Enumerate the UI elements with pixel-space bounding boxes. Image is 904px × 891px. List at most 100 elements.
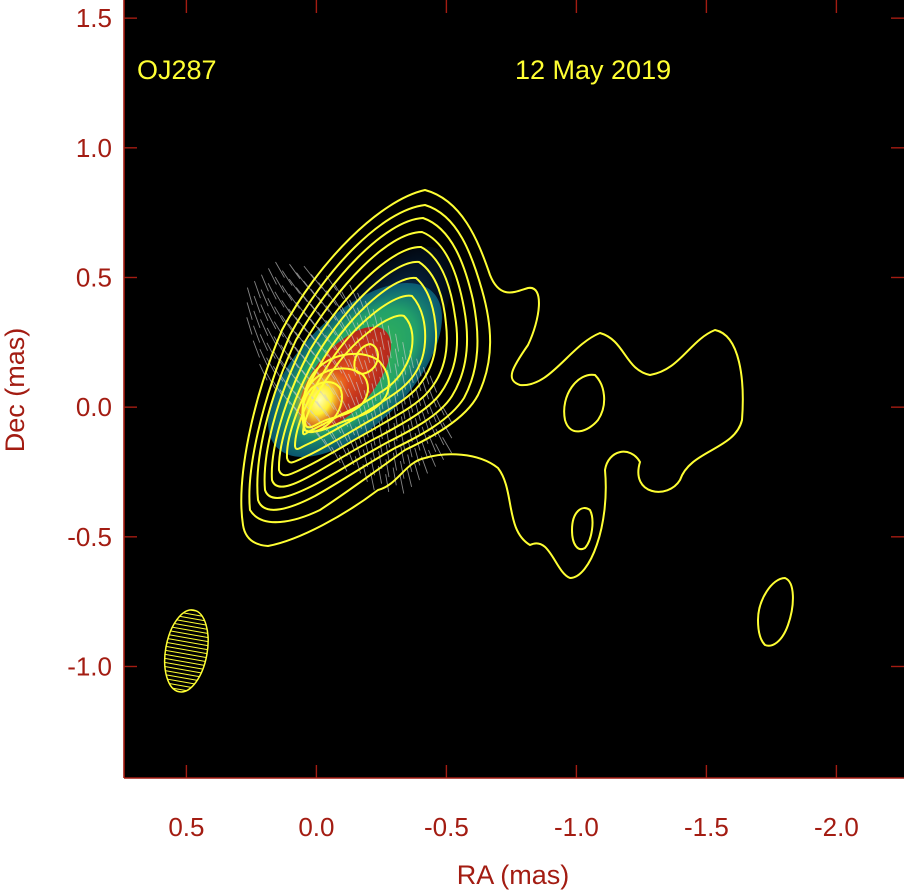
polarization-vector xyxy=(288,293,300,309)
polarization-vector xyxy=(268,268,277,285)
polarization-vector xyxy=(436,398,445,416)
contour-island-1 xyxy=(563,373,606,433)
contour-level-2 xyxy=(248,203,492,524)
polarization-vector xyxy=(296,272,308,288)
polarization-vector xyxy=(323,438,334,455)
polarization-vector xyxy=(259,363,268,381)
polarization-vector xyxy=(317,297,330,313)
polarization-vector xyxy=(401,386,406,405)
polarization-vector xyxy=(340,380,349,398)
polarization-vector xyxy=(339,439,348,457)
polarization-vector xyxy=(246,302,253,320)
polarization-vector xyxy=(252,340,260,358)
x-tick-label: -1.5 xyxy=(684,812,729,842)
polarization-vector xyxy=(281,300,293,316)
polarization-vector xyxy=(435,428,445,446)
contour-level-12 xyxy=(301,381,343,434)
polarization-vector xyxy=(442,422,453,439)
polarization-vector xyxy=(280,359,292,375)
x-tick-label: -0.5 xyxy=(424,812,469,842)
polarization-vector xyxy=(260,289,269,307)
polarization-vector xyxy=(333,313,344,330)
contour-island-2 xyxy=(570,507,594,550)
contour-level-6 xyxy=(277,260,448,477)
polarization-vector xyxy=(316,371,329,387)
polarization-vector xyxy=(281,270,293,286)
polarization-vector xyxy=(310,303,323,319)
x-tick-label: -2.0 xyxy=(814,812,859,842)
polarization-vector xyxy=(308,422,320,438)
polarization-vector xyxy=(273,336,284,353)
polarization-vector xyxy=(378,450,383,469)
polarization-vector xyxy=(267,283,277,300)
polarization-vector xyxy=(266,327,277,345)
polarization-vector xyxy=(429,390,437,408)
polarization-vector xyxy=(274,276,285,293)
polarization-vector xyxy=(308,407,321,423)
polarization-vector xyxy=(414,433,421,451)
polarization-vector xyxy=(415,373,422,392)
polarization-vector xyxy=(415,403,421,421)
polarization-vector xyxy=(385,474,390,493)
axes-frame xyxy=(123,0,904,779)
contour-level-4 xyxy=(263,230,469,499)
polarization-vector xyxy=(357,292,365,310)
polarization-vector xyxy=(316,386,328,402)
polarization-vector xyxy=(261,274,269,292)
contour-level-1 xyxy=(240,188,744,580)
polarization-vector xyxy=(266,357,276,374)
polarization-vector xyxy=(372,323,378,342)
polarization-vector xyxy=(294,346,307,362)
restoring-beam xyxy=(163,609,209,693)
y-tick-label: 1.0 xyxy=(76,133,112,163)
polarization-vector xyxy=(287,323,300,339)
polarization-vector xyxy=(323,409,335,425)
polarization-vector xyxy=(348,373,356,391)
polarization-vector xyxy=(348,314,358,332)
contour-level-8 xyxy=(293,294,427,451)
polarization-vector xyxy=(333,298,344,315)
y-tick-label: -0.5 xyxy=(67,522,112,552)
polarization-vector xyxy=(259,334,269,351)
polarization-vector xyxy=(435,443,444,461)
polarization-vector xyxy=(379,391,384,410)
polarization-vector xyxy=(428,449,436,467)
plot-area xyxy=(124,0,904,778)
polarization-vector xyxy=(349,299,358,317)
polarization-vector xyxy=(266,342,276,359)
polarization-vector xyxy=(415,388,422,407)
polarization-vector xyxy=(393,437,398,456)
polarization-vector xyxy=(429,405,437,423)
polarization-vector xyxy=(348,358,357,376)
y-axis-ticks: 1.5 1.0 0.5 0.0 -0.5 -1.0 xyxy=(67,3,904,681)
polarization-vector xyxy=(295,287,308,303)
beam-ellipse xyxy=(163,609,209,693)
polarization-vector xyxy=(421,426,429,444)
polarization-vector xyxy=(253,325,261,343)
polarization-vector xyxy=(408,365,414,383)
polarization-vector xyxy=(310,318,322,334)
polarization-vector xyxy=(364,345,371,363)
polarization-vector xyxy=(272,366,284,382)
polarization-vector xyxy=(289,263,301,280)
y-tick-label: 0.5 xyxy=(76,262,112,292)
polarization-vector xyxy=(302,325,315,340)
polarization-vector xyxy=(422,381,430,400)
polarization-vector xyxy=(356,352,364,370)
polarization-vector xyxy=(340,350,350,368)
polarization-vector xyxy=(421,441,429,459)
polarization-vector xyxy=(370,442,376,461)
x-tick-label: 0.0 xyxy=(298,812,334,842)
polarization-vector xyxy=(288,278,301,294)
polarization-vector xyxy=(280,329,292,346)
polarization-vector xyxy=(339,425,348,442)
polarization-vector xyxy=(279,374,291,390)
y-axis-title: Dec (mas) xyxy=(0,328,30,453)
contour-level-3 xyxy=(256,216,479,511)
polarization-vector xyxy=(273,351,284,367)
x-tick-label: 0.5 xyxy=(168,812,204,842)
contour-knot xyxy=(353,342,379,375)
date-label: 12 May 2019 xyxy=(515,55,671,85)
polarization-vector xyxy=(260,319,269,337)
